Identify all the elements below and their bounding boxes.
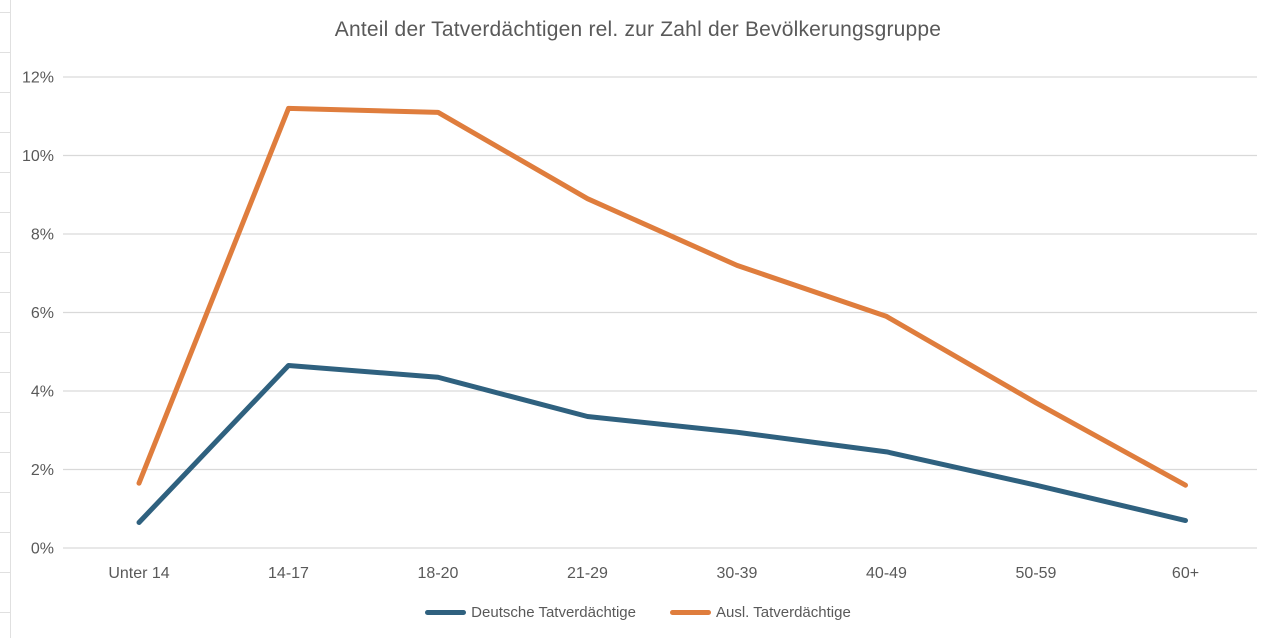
series-line-ausl[interactable] (136, 105, 1188, 488)
y-axis-tick-label: 12% (22, 70, 54, 87)
y-axis-tick-label: 6% (31, 305, 54, 322)
y-axis-tick-label: 8% (31, 227, 54, 244)
legend-item-ausl[interactable]: Ausl. Tatverdächtige (670, 604, 851, 621)
y-axis-tick-label: 0% (31, 541, 54, 558)
y-axis-tick-label: 4% (31, 384, 54, 401)
chart-title: Anteil der Tatverdächtigen rel. zur Zahl… (334, 18, 942, 41)
legend-item-deutsche[interactable]: Deutsche Tatverdächtige (425, 604, 636, 621)
x-axis-tick-label: 60+ (1172, 565, 1199, 582)
x-axis-tick-label: 40-49 (866, 565, 907, 582)
x-axis-tick-label: Unter 14 (108, 565, 169, 582)
x-axis-tick-label: 14-17 (268, 565, 309, 582)
y-axis-tick-label: 10% (22, 148, 54, 165)
legend: Deutsche Tatverdächtige Ausl. Tatverdäch… (0, 602, 1276, 622)
y-axis-tick-label: 2% (31, 462, 54, 479)
legend-swatch-deutsche-icon (425, 609, 467, 615)
x-axis-tick-label: 21-29 (567, 565, 608, 582)
legend-label-deutsche: Deutsche Tatverdächtige (471, 603, 636, 621)
x-axis-tick-label: 30-39 (717, 565, 758, 582)
x-axis-tick-label: 50-59 (1016, 565, 1057, 582)
legend-swatch-ausl-icon (670, 609, 711, 615)
legend-label-ausl: Ausl. Tatverdächtige (716, 603, 851, 621)
x-axis-tick-label: 18-20 (418, 565, 459, 582)
series-line-deutsche[interactable] (136, 362, 1188, 525)
